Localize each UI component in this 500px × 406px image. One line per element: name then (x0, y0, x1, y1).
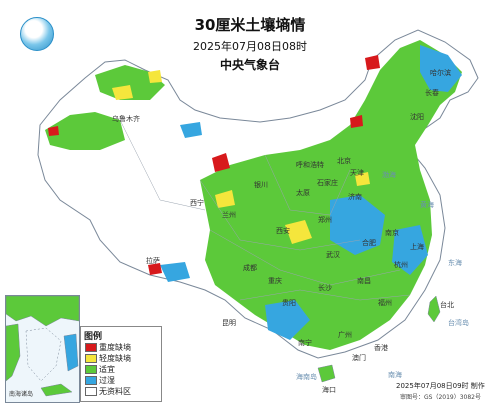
zone-wet-nw (180, 122, 202, 138)
sea-label: 台湾岛 (448, 319, 469, 327)
legend-swatch (85, 387, 97, 396)
zone-wet-south (265, 300, 310, 340)
map-title: 30厘米土壤墒情 (194, 16, 306, 34)
city-label: 南宁 (298, 339, 312, 347)
city-label: 西宁 (190, 199, 204, 207)
legend-label: 过湿 (99, 376, 115, 385)
city-label: 太原 (296, 189, 310, 197)
legend-label: 无资料区 (99, 387, 131, 396)
city-label: 成都 (243, 264, 257, 272)
legend-swatch (85, 376, 97, 385)
city-label: 武汉 (326, 251, 340, 259)
city-label: 合肥 (362, 239, 376, 247)
sea-label: 南海 (388, 371, 402, 379)
zone-wet-east (392, 225, 428, 275)
zone-suitable (200, 40, 462, 350)
city-label: 郑州 (318, 216, 332, 224)
city-label: 台北 (440, 301, 454, 309)
zone-light-drought-4 (215, 190, 235, 208)
zone-severe-drought-2 (365, 55, 380, 70)
footer-made-time: 2025年07月08日09时 制作 (396, 382, 485, 390)
city-label: 兰州 (222, 211, 236, 219)
zone-severe-drought-4 (148, 263, 162, 275)
zone-severe-drought-3 (350, 115, 363, 128)
cma-logo (20, 17, 54, 51)
map-legend: 图例 重度缺墒 轻度缺墒 适宜 过湿 无资料区 (80, 326, 162, 402)
city-label: 乌鲁木齐 (112, 115, 140, 123)
sea-label: 黄海 (420, 201, 434, 209)
city-label: 长沙 (318, 284, 332, 292)
city-label: 长春 (425, 89, 439, 97)
legend-label: 适宜 (99, 365, 115, 374)
city-label: 呼和浩特 (296, 161, 324, 169)
city-label: 广州 (338, 331, 352, 339)
footer-review-number: 审图号：GS（2019）3082号 (400, 394, 481, 401)
zone-severe-drought-5 (48, 126, 59, 136)
city-label: 天津 (350, 169, 364, 177)
zone-suitable-nw (45, 112, 125, 150)
city-label: 南昌 (357, 277, 371, 285)
city-label: 上海 (410, 243, 424, 251)
city-label: 济南 (348, 193, 362, 201)
zone-light-drought-2 (112, 85, 133, 100)
south-china-sea-inset (5, 295, 80, 403)
legend-swatch (85, 343, 97, 352)
inset-label: 南海诸岛 (9, 391, 34, 398)
city-label: 石家庄 (317, 179, 338, 187)
map-issuer: 中央气象台 (219, 58, 280, 72)
city-label: 拉萨 (146, 257, 160, 265)
city-label: 澳门 (352, 354, 366, 362)
city-label: 香港 (374, 344, 388, 352)
zone-light-drought-3 (148, 70, 162, 83)
city-label: 银川 (254, 181, 268, 189)
zone-light-drought-5 (355, 172, 370, 186)
city-label: 北京 (337, 157, 351, 165)
city-label: 西安 (276, 227, 290, 235)
zone-light-drought-1 (285, 220, 312, 244)
zone-wet-ne (420, 45, 462, 92)
legend-swatch (85, 365, 97, 374)
map-datetime: 2025年07月08日08时 (193, 40, 307, 53)
city-label: 哈尔滨 (430, 69, 451, 77)
city-label: 海口 (322, 386, 336, 394)
city-label: 杭州 (394, 261, 408, 269)
legend-title: 图例 (84, 332, 103, 342)
city-label: 重庆 (268, 277, 282, 285)
sea-label: 渤海 (382, 171, 396, 179)
zone-wet-west (160, 262, 190, 282)
legend-label: 轻度缺墒 (99, 354, 131, 363)
hainan-island (317, 364, 336, 383)
zone-severe-drought-1 (212, 153, 230, 172)
city-label: 贵阳 (282, 299, 296, 307)
zone-wet-central (330, 195, 385, 255)
city-label: 昆明 (222, 319, 236, 327)
inset-map (5, 295, 80, 397)
sea-label: 东海 (448, 259, 462, 267)
city-label: 沈阳 (410, 113, 424, 121)
city-label: 南京 (385, 229, 399, 237)
legend-label: 重度缺墒 (99, 343, 131, 352)
city-label: 福州 (378, 299, 392, 307)
zone-suitable-xj-north (95, 65, 165, 100)
legend-swatch (85, 354, 97, 363)
sea-label: 海南岛 (296, 373, 317, 381)
taiwan-island (427, 295, 441, 323)
